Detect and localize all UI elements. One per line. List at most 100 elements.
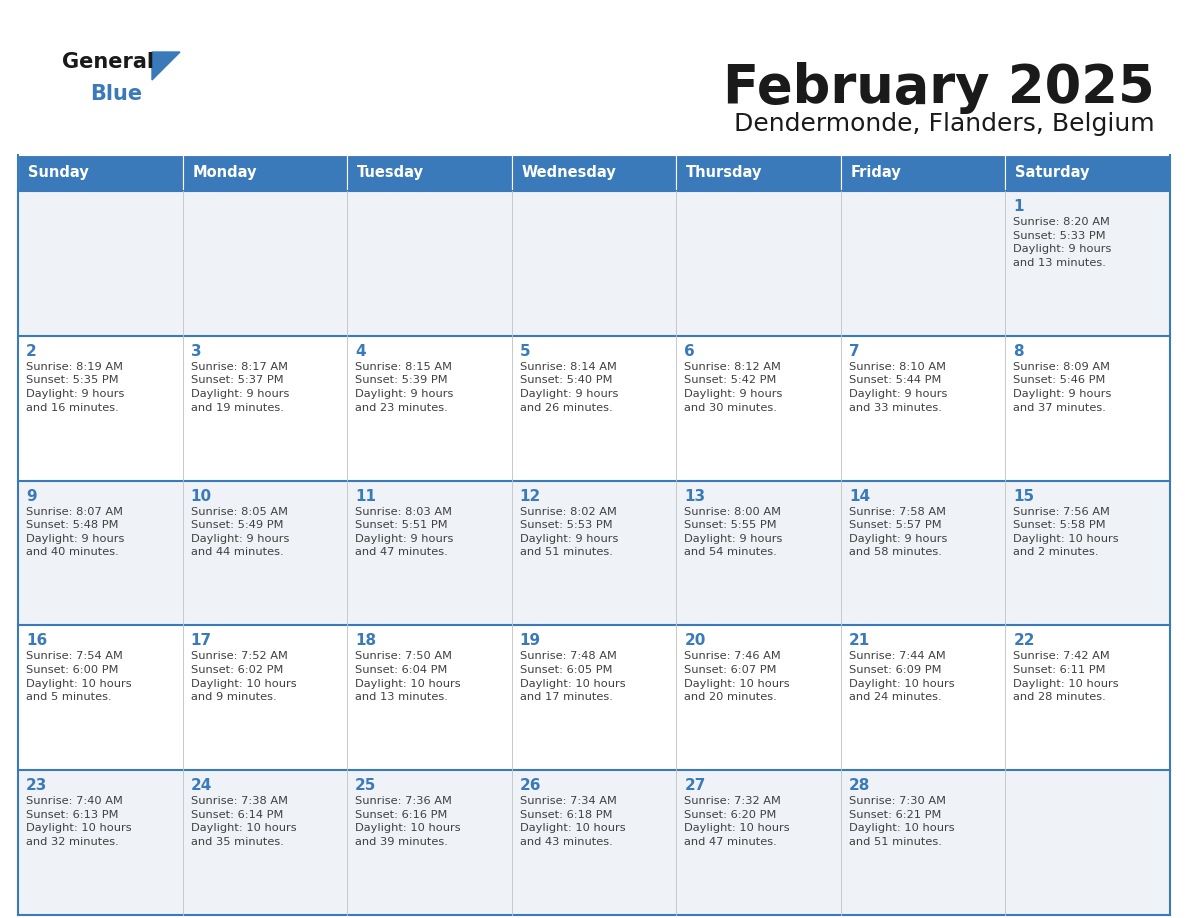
Bar bbox=[183, 336, 347, 481]
Text: Sunrise: 7:36 AM
Sunset: 6:16 PM
Daylight: 10 hours
and 39 minutes.: Sunrise: 7:36 AM Sunset: 6:16 PM Dayligh… bbox=[355, 796, 461, 847]
Text: February 2025: February 2025 bbox=[723, 62, 1155, 114]
Text: Sunrise: 8:20 AM
Sunset: 5:33 PM
Daylight: 9 hours
and 13 minutes.: Sunrise: 8:20 AM Sunset: 5:33 PM Dayligh… bbox=[1013, 217, 1112, 268]
Bar bbox=[512, 155, 676, 191]
Text: 27: 27 bbox=[684, 778, 706, 793]
Bar bbox=[183, 191, 347, 336]
Text: Sunrise: 8:15 AM
Sunset: 5:39 PM
Daylight: 9 hours
and 23 minutes.: Sunrise: 8:15 AM Sunset: 5:39 PM Dayligh… bbox=[355, 362, 454, 412]
Text: Sunrise: 8:09 AM
Sunset: 5:46 PM
Daylight: 9 hours
and 37 minutes.: Sunrise: 8:09 AM Sunset: 5:46 PM Dayligh… bbox=[1013, 362, 1112, 412]
Bar bbox=[18, 336, 183, 481]
Bar bbox=[1005, 191, 1170, 336]
Text: Sunrise: 8:07 AM
Sunset: 5:48 PM
Daylight: 9 hours
and 40 minutes.: Sunrise: 8:07 AM Sunset: 5:48 PM Dayligh… bbox=[26, 507, 125, 557]
Text: Blue: Blue bbox=[90, 84, 143, 104]
Text: 8: 8 bbox=[1013, 344, 1024, 359]
Text: 19: 19 bbox=[519, 633, 541, 648]
Text: Sunrise: 8:17 AM
Sunset: 5:37 PM
Daylight: 9 hours
and 19 minutes.: Sunrise: 8:17 AM Sunset: 5:37 PM Dayligh… bbox=[190, 362, 289, 412]
Text: Sunrise: 7:44 AM
Sunset: 6:09 PM
Daylight: 10 hours
and 24 minutes.: Sunrise: 7:44 AM Sunset: 6:09 PM Dayligh… bbox=[849, 652, 954, 702]
Text: 26: 26 bbox=[519, 778, 542, 793]
Text: 4: 4 bbox=[355, 344, 366, 359]
Bar bbox=[512, 625, 676, 770]
Text: Sunrise: 7:42 AM
Sunset: 6:11 PM
Daylight: 10 hours
and 28 minutes.: Sunrise: 7:42 AM Sunset: 6:11 PM Dayligh… bbox=[1013, 652, 1119, 702]
Bar bbox=[347, 155, 512, 191]
Bar bbox=[183, 625, 347, 770]
Text: Sunrise: 7:50 AM
Sunset: 6:04 PM
Daylight: 10 hours
and 13 minutes.: Sunrise: 7:50 AM Sunset: 6:04 PM Dayligh… bbox=[355, 652, 461, 702]
Bar bbox=[841, 481, 1005, 625]
Bar bbox=[18, 770, 183, 915]
Text: Sunrise: 8:19 AM
Sunset: 5:35 PM
Daylight: 9 hours
and 16 minutes.: Sunrise: 8:19 AM Sunset: 5:35 PM Dayligh… bbox=[26, 362, 125, 412]
Text: Sunday: Sunday bbox=[29, 165, 89, 181]
Text: Sunrise: 7:34 AM
Sunset: 6:18 PM
Daylight: 10 hours
and 43 minutes.: Sunrise: 7:34 AM Sunset: 6:18 PM Dayligh… bbox=[519, 796, 625, 847]
Text: 25: 25 bbox=[355, 778, 377, 793]
Text: 10: 10 bbox=[190, 488, 211, 504]
Bar bbox=[347, 625, 512, 770]
Bar bbox=[347, 770, 512, 915]
Bar bbox=[676, 481, 841, 625]
Bar bbox=[841, 155, 1005, 191]
Text: Sunrise: 7:48 AM
Sunset: 6:05 PM
Daylight: 10 hours
and 17 minutes.: Sunrise: 7:48 AM Sunset: 6:05 PM Dayligh… bbox=[519, 652, 625, 702]
Bar bbox=[1005, 155, 1170, 191]
Bar bbox=[183, 481, 347, 625]
Bar bbox=[183, 770, 347, 915]
Text: Sunrise: 8:05 AM
Sunset: 5:49 PM
Daylight: 9 hours
and 44 minutes.: Sunrise: 8:05 AM Sunset: 5:49 PM Dayligh… bbox=[190, 507, 289, 557]
Bar bbox=[512, 770, 676, 915]
Bar bbox=[1005, 336, 1170, 481]
Text: Sunrise: 8:03 AM
Sunset: 5:51 PM
Daylight: 9 hours
and 47 minutes.: Sunrise: 8:03 AM Sunset: 5:51 PM Dayligh… bbox=[355, 507, 454, 557]
Text: Sunrise: 8:10 AM
Sunset: 5:44 PM
Daylight: 9 hours
and 33 minutes.: Sunrise: 8:10 AM Sunset: 5:44 PM Dayligh… bbox=[849, 362, 947, 412]
Text: 24: 24 bbox=[190, 778, 211, 793]
Text: 12: 12 bbox=[519, 488, 541, 504]
Text: 16: 16 bbox=[26, 633, 48, 648]
Text: Sunrise: 7:40 AM
Sunset: 6:13 PM
Daylight: 10 hours
and 32 minutes.: Sunrise: 7:40 AM Sunset: 6:13 PM Dayligh… bbox=[26, 796, 132, 847]
Bar bbox=[512, 336, 676, 481]
Bar bbox=[1005, 481, 1170, 625]
Text: 22: 22 bbox=[1013, 633, 1035, 648]
Text: Sunrise: 7:54 AM
Sunset: 6:00 PM
Daylight: 10 hours
and 5 minutes.: Sunrise: 7:54 AM Sunset: 6:00 PM Dayligh… bbox=[26, 652, 132, 702]
Text: Sunrise: 7:38 AM
Sunset: 6:14 PM
Daylight: 10 hours
and 35 minutes.: Sunrise: 7:38 AM Sunset: 6:14 PM Dayligh… bbox=[190, 796, 296, 847]
Bar bbox=[347, 481, 512, 625]
Text: 23: 23 bbox=[26, 778, 48, 793]
Text: 14: 14 bbox=[849, 488, 870, 504]
Bar bbox=[18, 625, 183, 770]
Text: Sunrise: 8:12 AM
Sunset: 5:42 PM
Daylight: 9 hours
and 30 minutes.: Sunrise: 8:12 AM Sunset: 5:42 PM Dayligh… bbox=[684, 362, 783, 412]
Bar bbox=[183, 155, 347, 191]
Text: 28: 28 bbox=[849, 778, 871, 793]
Bar bbox=[676, 770, 841, 915]
Text: Monday: Monday bbox=[192, 165, 257, 181]
Bar bbox=[841, 336, 1005, 481]
Text: 17: 17 bbox=[190, 633, 211, 648]
Text: 13: 13 bbox=[684, 488, 706, 504]
Bar bbox=[676, 336, 841, 481]
Bar bbox=[512, 481, 676, 625]
Text: Sunrise: 7:58 AM
Sunset: 5:57 PM
Daylight: 9 hours
and 58 minutes.: Sunrise: 7:58 AM Sunset: 5:57 PM Dayligh… bbox=[849, 507, 947, 557]
Text: 20: 20 bbox=[684, 633, 706, 648]
Text: Wednesday: Wednesday bbox=[522, 165, 617, 181]
Text: Sunrise: 7:30 AM
Sunset: 6:21 PM
Daylight: 10 hours
and 51 minutes.: Sunrise: 7:30 AM Sunset: 6:21 PM Dayligh… bbox=[849, 796, 954, 847]
Bar bbox=[18, 191, 183, 336]
Bar bbox=[676, 625, 841, 770]
Bar bbox=[18, 155, 183, 191]
Bar bbox=[1005, 625, 1170, 770]
Bar bbox=[676, 191, 841, 336]
Text: 9: 9 bbox=[26, 488, 37, 504]
Bar bbox=[841, 191, 1005, 336]
Text: 2: 2 bbox=[26, 344, 37, 359]
Text: 15: 15 bbox=[1013, 488, 1035, 504]
Text: Tuesday: Tuesday bbox=[358, 165, 424, 181]
Text: Sunrise: 7:32 AM
Sunset: 6:20 PM
Daylight: 10 hours
and 47 minutes.: Sunrise: 7:32 AM Sunset: 6:20 PM Dayligh… bbox=[684, 796, 790, 847]
Text: Sunrise: 7:56 AM
Sunset: 5:58 PM
Daylight: 10 hours
and 2 minutes.: Sunrise: 7:56 AM Sunset: 5:58 PM Dayligh… bbox=[1013, 507, 1119, 557]
Text: 5: 5 bbox=[519, 344, 530, 359]
Text: General: General bbox=[62, 52, 154, 72]
Text: 18: 18 bbox=[355, 633, 377, 648]
Text: Friday: Friday bbox=[851, 165, 902, 181]
Text: 7: 7 bbox=[849, 344, 859, 359]
Text: Saturday: Saturday bbox=[1016, 165, 1089, 181]
Bar bbox=[347, 336, 512, 481]
Text: 1: 1 bbox=[1013, 199, 1024, 214]
Text: 21: 21 bbox=[849, 633, 870, 648]
Text: Thursday: Thursday bbox=[687, 165, 763, 181]
Text: 6: 6 bbox=[684, 344, 695, 359]
Bar bbox=[841, 625, 1005, 770]
Text: 11: 11 bbox=[355, 488, 377, 504]
Bar bbox=[841, 770, 1005, 915]
Text: 3: 3 bbox=[190, 344, 201, 359]
Bar bbox=[1005, 770, 1170, 915]
Bar bbox=[676, 155, 841, 191]
